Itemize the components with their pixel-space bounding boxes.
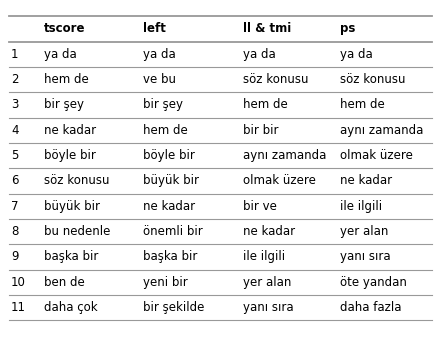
Text: 7: 7	[11, 200, 19, 213]
Text: söz konusu: söz konusu	[243, 73, 308, 86]
Text: başka bir: başka bir	[143, 251, 198, 263]
Text: böyle bir: böyle bir	[143, 149, 195, 162]
Text: ne kadar: ne kadar	[340, 175, 392, 187]
Text: söz konusu: söz konusu	[340, 73, 405, 86]
Text: ps: ps	[340, 22, 355, 35]
Text: ya da: ya da	[243, 48, 275, 61]
Text: olmak üzere: olmak üzere	[340, 149, 412, 162]
Text: ve bu: ve bu	[143, 73, 176, 86]
Text: bu nedenle: bu nedenle	[44, 225, 111, 238]
Text: aynı zamanda: aynı zamanda	[243, 149, 326, 162]
Text: yanı sıra: yanı sıra	[340, 251, 390, 263]
Text: olmak üzere: olmak üzere	[243, 175, 315, 187]
Text: 6: 6	[11, 175, 19, 187]
Text: hem de: hem de	[243, 99, 287, 111]
Text: büyük bir: büyük bir	[143, 175, 199, 187]
Text: 11: 11	[11, 301, 26, 314]
Text: 4: 4	[11, 124, 19, 137]
Text: 9: 9	[11, 251, 19, 263]
Text: yer alan: yer alan	[243, 276, 291, 289]
Text: yer alan: yer alan	[340, 225, 388, 238]
Text: hem de: hem de	[340, 99, 384, 111]
Text: ya da: ya da	[143, 48, 176, 61]
Text: söz konusu: söz konusu	[44, 175, 110, 187]
Text: ne kadar: ne kadar	[44, 124, 96, 137]
Text: 5: 5	[11, 149, 19, 162]
Text: bir ve: bir ve	[243, 200, 277, 213]
Text: bir şey: bir şey	[44, 99, 84, 111]
Text: hem de: hem de	[44, 73, 89, 86]
Text: 2: 2	[11, 73, 19, 86]
Text: aynı zamanda: aynı zamanda	[340, 124, 423, 137]
Text: böyle bir: böyle bir	[44, 149, 96, 162]
Text: ben de: ben de	[44, 276, 85, 289]
Text: left: left	[143, 22, 166, 35]
Text: ne kadar: ne kadar	[243, 225, 295, 238]
Text: ll & tmi: ll & tmi	[243, 22, 291, 35]
Text: daha çok: daha çok	[44, 301, 98, 314]
Text: bir bir: bir bir	[243, 124, 278, 137]
Text: bir şey: bir şey	[143, 99, 183, 111]
Text: 10: 10	[11, 276, 26, 289]
Text: 1: 1	[11, 48, 19, 61]
Text: yanı sıra: yanı sıra	[243, 301, 293, 314]
Text: daha fazla: daha fazla	[340, 301, 401, 314]
Text: başka bir: başka bir	[44, 251, 98, 263]
Text: yeni bir: yeni bir	[143, 276, 188, 289]
Text: ya da: ya da	[44, 48, 77, 61]
Text: ile ilgili: ile ilgili	[243, 251, 285, 263]
Text: tscore: tscore	[44, 22, 86, 35]
Text: 8: 8	[11, 225, 19, 238]
Text: 3: 3	[11, 99, 19, 111]
Text: bir şekilde: bir şekilde	[143, 301, 205, 314]
Text: önemli bir: önemli bir	[143, 225, 203, 238]
Text: öte yandan: öte yandan	[340, 276, 407, 289]
Text: hem de: hem de	[143, 124, 188, 137]
Text: büyük bir: büyük bir	[44, 200, 100, 213]
Text: ile ilgili: ile ilgili	[340, 200, 382, 213]
Text: ya da: ya da	[340, 48, 372, 61]
Text: ne kadar: ne kadar	[143, 200, 195, 213]
